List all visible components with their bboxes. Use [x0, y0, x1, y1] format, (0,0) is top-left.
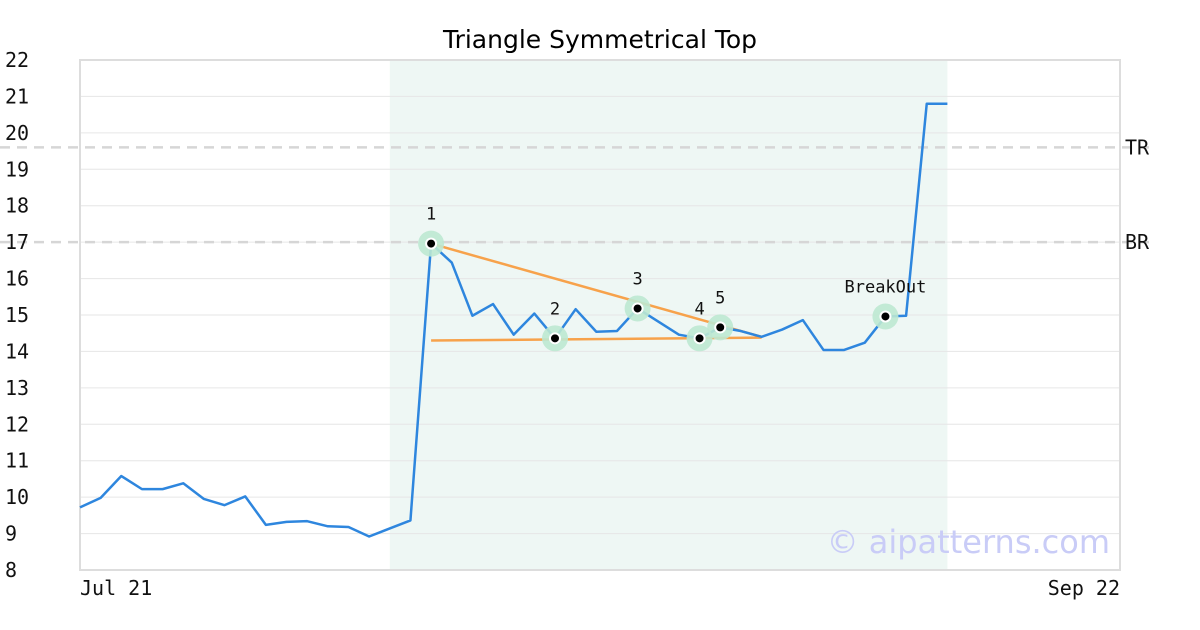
plot-frame — [79, 59, 1121, 571]
y-tick-label: 18 — [5, 194, 29, 218]
price-line — [79, 102, 948, 538]
x-tick-label: Jul 21 — [80, 576, 152, 600]
y-tick-label: 19 — [5, 157, 29, 181]
x-tick-label: Sep 22 — [1048, 576, 1120, 600]
y-tick-label: 17 — [5, 230, 29, 254]
level-label: TR — [1125, 135, 1150, 159]
point-marker — [425, 237, 438, 250]
y-tick-label: 9 — [5, 522, 17, 546]
frame-rect — [79, 59, 1121, 571]
point-label: 5 — [715, 288, 725, 308]
y-tick-label: 8 — [5, 558, 17, 582]
watermark: © aipatterns.com — [827, 523, 1110, 561]
y-tick-label: 16 — [5, 267, 29, 291]
y-tick-label: 20 — [5, 121, 29, 145]
level-label: BR — [1125, 230, 1150, 254]
y-tick-label: 14 — [5, 339, 29, 363]
point-label: 2 — [550, 299, 560, 319]
y-tick-label: 22 — [5, 48, 29, 72]
point-marker — [549, 332, 561, 345]
y-tick-label: 13 — [5, 376, 29, 400]
pattern-points: 1 2 3 45 BreakOut — [418, 205, 926, 352]
point-label: 4 — [694, 299, 704, 319]
y-tick-label: 21 — [5, 84, 29, 108]
point-label: 3 — [632, 269, 642, 289]
x-axis-ticks: Jul 21 Sep 22 — [80, 576, 1120, 600]
level-lines: TR BR — [0, 135, 1150, 254]
point-marker — [631, 302, 644, 315]
point-label: 1 — [426, 205, 436, 225]
y-tick-label: 10 — [5, 485, 29, 509]
y-tick-label: 15 — [5, 303, 29, 327]
y-axis-ticks: 8 9 10 11 12 13 14 15 16 17 18 19 20 21 22 — [5, 48, 29, 582]
point-marker — [879, 310, 892, 323]
price-series — [79, 102, 948, 538]
chart-title: Triangle Symmetrical Top — [442, 25, 757, 54]
point-label: BreakOut — [844, 277, 926, 297]
grid-lines — [80, 95, 1120, 535]
y-tick-label: 11 — [5, 449, 29, 473]
trendline — [430, 242, 762, 339]
y-tick-label: 12 — [5, 412, 29, 436]
point-marker — [714, 321, 727, 334]
point-marker — [693, 332, 706, 345]
